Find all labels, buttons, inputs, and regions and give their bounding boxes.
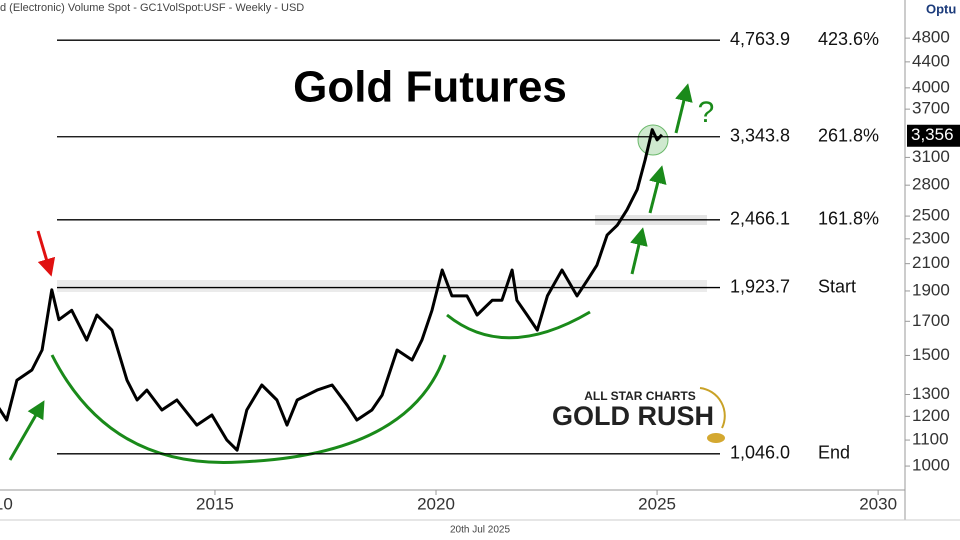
subtitle: d (Electronic) Volume Spot - GC1VolSpot:… (0, 2, 304, 14)
y-tick-label: 1700 (912, 311, 950, 330)
y-tick-label: 2300 (912, 228, 950, 247)
arrow (648, 165, 667, 214)
arrow (630, 227, 648, 275)
y-tick-label: 4800 (912, 28, 950, 47)
y-tick-label: 3100 (912, 147, 950, 166)
y-tick-label: 3700 (912, 99, 950, 118)
y-tick-label: 1100 (912, 430, 949, 449)
y-tick-label: 1500 (912, 345, 950, 364)
level-label: 4,763.9 (730, 29, 790, 49)
y-tick-label: 4000 (912, 77, 950, 96)
arrow (36, 230, 56, 277)
level-tag: End (818, 443, 850, 463)
logo-top: ALL STAR CHARTS (584, 389, 696, 403)
arrow (8, 400, 45, 461)
price-tag (907, 124, 960, 147)
x-tick-label: 2015 (196, 494, 234, 513)
y-tick-label: 1200 (912, 406, 950, 425)
arrow (674, 83, 693, 134)
level-label: 1,046.0 (730, 443, 790, 463)
price-tag-label: 3,356 (911, 125, 954, 144)
chart-title: Gold Futures (293, 63, 567, 112)
logo-main: GOLD RUSH (552, 401, 714, 431)
question-mark: ? (698, 96, 715, 129)
x-tick-label: 2010 (0, 494, 13, 513)
y-tick-label: 1000 (912, 456, 950, 475)
base-arc (50, 354, 447, 465)
x-tick-label: 2030 (859, 494, 897, 513)
x-tick-label: 2020 (417, 494, 455, 513)
y-tick-label: 1900 (912, 280, 950, 299)
date-label: 20th Jul 2025 (450, 525, 510, 536)
price-line (0, 128, 663, 452)
level-label: 1,923.7 (730, 276, 790, 296)
level-tag: 423.6% (818, 29, 879, 49)
highlight-band (57, 280, 707, 292)
brand: Optu (926, 1, 956, 16)
y-tick-label: 1300 (912, 384, 950, 403)
logo-nugget (707, 433, 725, 443)
level-label: 3,343.8 (730, 126, 790, 146)
level-tag: 161.8% (818, 209, 879, 229)
level-label: 2,466.1 (730, 209, 790, 229)
level-tag: 261.8% (818, 126, 879, 146)
highlight-circle (637, 124, 669, 156)
y-tick-label: 2500 (912, 206, 950, 225)
y-tick-label: 2100 (912, 253, 950, 272)
y-tick-label: 4400 (912, 51, 950, 70)
logo-swoosh (699, 387, 726, 429)
x-tick-label: 2025 (638, 494, 676, 513)
level-tag: Start (818, 276, 856, 296)
y-tick-label: 2800 (912, 175, 950, 194)
handle-arc (446, 310, 591, 340)
